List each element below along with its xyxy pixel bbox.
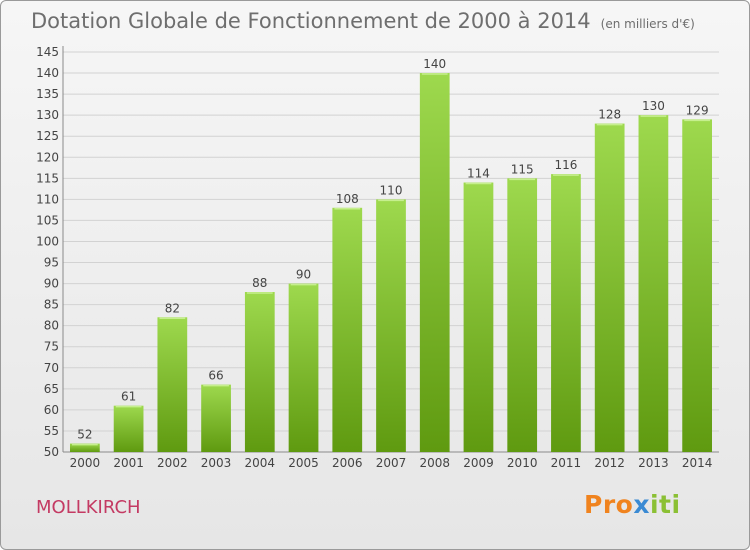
bar [332, 207, 363, 452]
y-tick-label: 115 [36, 171, 59, 185]
data-label: 82 [165, 301, 180, 315]
proxiti-logo: Proxiti [584, 490, 681, 519]
bar [376, 199, 406, 452]
commune-name: MOLLKIRCH [36, 497, 141, 518]
chart-unit: (en milliers d'€) [600, 17, 695, 31]
y-tick-label: 95 [44, 256, 59, 270]
y-tick-label: 80 [44, 319, 59, 333]
y-tick-label: 110 [36, 192, 59, 206]
bar [638, 115, 669, 452]
bar [419, 73, 450, 452]
chart-title-text: Dotation Globale de Fonctionnement de 20… [31, 9, 591, 33]
x-tick-label: 2003 [201, 456, 232, 470]
data-label: 115 [511, 162, 534, 176]
x-tick-label: 2000 [70, 456, 101, 470]
data-label: 140 [423, 57, 446, 71]
x-tick-label: 2004 [245, 456, 276, 470]
data-label: 114 [467, 167, 490, 181]
x-tick-label: 2009 [463, 456, 494, 470]
y-tick-label: 75 [44, 340, 59, 354]
y-tick-label: 125 [36, 129, 59, 143]
y-tick-label: 55 [44, 424, 59, 438]
data-label: 52 [77, 428, 92, 442]
data-label: 66 [208, 369, 223, 383]
bar [113, 405, 144, 452]
bar [288, 283, 319, 452]
y-tick-label: 70 [44, 361, 59, 375]
y-tick-label: 60 [44, 403, 59, 417]
y-tick-label: 145 [36, 45, 59, 59]
x-tick-label: 2010 [507, 456, 538, 470]
y-tick-label: 65 [44, 382, 59, 396]
x-tick-label: 2012 [594, 456, 625, 470]
bar [551, 174, 581, 452]
data-label: 116 [554, 158, 577, 172]
x-tick-label: 2013 [638, 456, 669, 470]
x-tick-label: 2007 [376, 456, 407, 470]
bar [157, 317, 188, 452]
bar [201, 384, 231, 452]
bar [594, 123, 625, 452]
y-tick-label: 105 [36, 213, 59, 227]
data-label: 129 [686, 103, 709, 117]
bar [682, 119, 713, 453]
x-tick-label: 2001 [113, 456, 144, 470]
bar [507, 178, 538, 452]
data-label: 128 [598, 108, 621, 122]
y-tick-label: 130 [36, 108, 59, 122]
data-label: 61 [121, 390, 136, 404]
y-tick-label: 100 [36, 234, 59, 248]
bar [463, 182, 494, 453]
bar [244, 292, 275, 452]
y-tick-label: 90 [44, 277, 59, 291]
x-tick-label: 2006 [332, 456, 363, 470]
x-tick-label: 2002 [157, 456, 188, 470]
y-tick-label: 140 [36, 66, 59, 80]
data-label: 90 [296, 268, 311, 282]
chart-title: Dotation Globale de Fonctionnement de 20… [31, 9, 695, 33]
y-tick-label: 50 [44, 445, 59, 459]
data-label: 108 [336, 192, 359, 206]
x-tick-label: 2014 [682, 456, 713, 470]
y-tick-label: 135 [36, 87, 59, 101]
data-label: 130 [642, 99, 665, 113]
bar [69, 443, 100, 452]
data-label: 88 [252, 276, 267, 290]
y-tick-label: 120 [36, 150, 59, 164]
x-tick-label: 2008 [419, 456, 450, 470]
y-tick-label: 85 [44, 298, 59, 312]
x-tick-label: 2005 [288, 456, 319, 470]
x-tick-label: 2011 [551, 456, 582, 470]
data-label: 110 [380, 183, 403, 197]
